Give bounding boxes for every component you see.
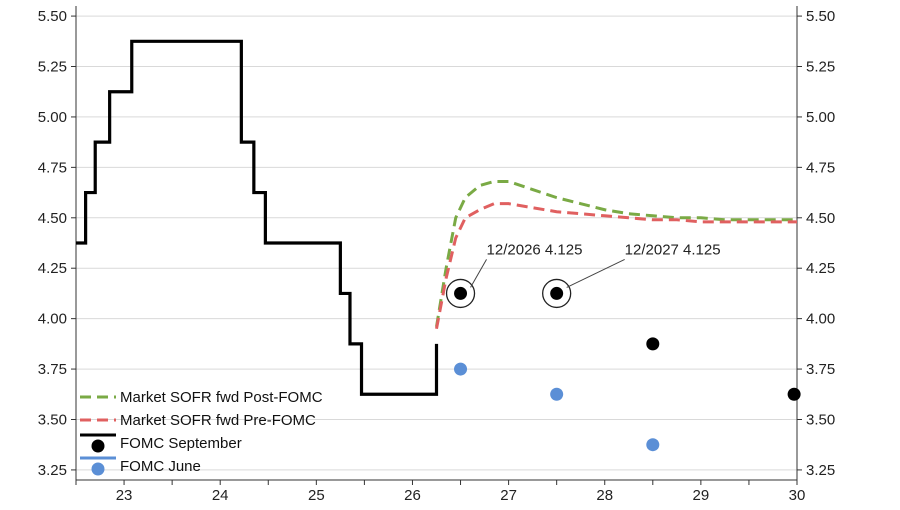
y-tick-label: 5.00 [38, 109, 67, 126]
annotation-ring [542, 278, 572, 309]
gridlines [76, 15, 797, 471]
x-tick-label: 26 [404, 487, 421, 504]
dot-fomc-september [787, 387, 801, 401]
dot-fomc-june [454, 362, 468, 376]
y-tick-label: 4.00 [806, 311, 835, 328]
dots-group [454, 286, 801, 452]
y-tick-label: 3.50 [806, 411, 835, 428]
y-tick-label: 5.50 [38, 8, 67, 25]
y-tick-label: 4.00 [38, 311, 67, 328]
right-y-ticks: 5.50 5.25 5.00 4.75 4.50 4.25 4.00 3.75 3.50 3.25 [797, 8, 835, 479]
y-tick-label: 4.50 [38, 210, 67, 227]
annotation-leader [470, 259, 487, 288]
dot-fomc-september [454, 286, 468, 300]
y-tick-label: 5.50 [806, 8, 835, 25]
y-tick-label: 5.00 [806, 109, 835, 126]
annotation-leader [566, 258, 625, 288]
y-tick-label: 4.75 [806, 159, 835, 176]
legend-label-fomc-june: FOMC June [120, 458, 201, 475]
annotations-group: 12/2026 4.125 12/2027 4.125 [445, 241, 721, 309]
x-tick-label: 28 [596, 487, 613, 504]
legend-marker-fomc-june [91, 462, 105, 476]
x-tick-label: 24 [212, 487, 229, 504]
y-tick-label: 3.75 [806, 361, 835, 378]
dot-fomc-september [646, 337, 660, 351]
x-tick-label: 29 [693, 487, 710, 504]
y-tick-label: 5.25 [806, 59, 835, 76]
legend-label-market-sofr-fwd-post-fomc: Market SOFR fwd Post-FOMC [120, 389, 323, 406]
left-y-ticks: 5.50 5.25 5.00 4.75 4.50 4.25 4.00 3.75 3.50 3.25 [38, 8, 76, 479]
legend: Market SOFR fwd Post-FOMC Market SOFR fwd… [80, 389, 323, 476]
legend-label-market-sofr-fwd-pre-fomc: Market SOFR fwd Pre-FOMC [120, 412, 316, 429]
legend-marker-fomc-september [91, 439, 105, 453]
x-tick-label: 27 [500, 487, 517, 504]
y-tick-label: 4.25 [38, 260, 67, 277]
y-tick-label: 3.50 [38, 411, 67, 428]
y-tick-label: 3.75 [38, 361, 67, 378]
legend-label-fomc-september: FOMC September [120, 435, 242, 452]
annotation-label: 12/2027 4.125 [625, 241, 721, 258]
x-ticks: 23 24 25 26 27 28 29 30 [75, 480, 806, 504]
x-tick-label: 30 [789, 487, 806, 504]
series-line-fomc-september [76, 39, 439, 396]
y-tick-label: 4.25 [806, 260, 835, 277]
series-line-market-sofr-fwd-pre-fomc [435, 202, 797, 330]
annotation-ring [445, 278, 476, 309]
series-line-market-sofr-fwd-post-fomc [435, 179, 797, 327]
x-tick-label: 23 [116, 487, 133, 504]
dot-fomc-september [550, 286, 564, 300]
y-tick-label: 4.75 [38, 159, 67, 176]
x-tick-label: 25 [308, 487, 325, 504]
y-tick-label: 3.25 [806, 462, 835, 479]
annotation-label: 12/2026 4.125 [487, 241, 583, 258]
y-tick-label: 4.50 [806, 210, 835, 227]
series-group [76, 39, 797, 396]
dot-fomc-june [550, 387, 564, 401]
y-tick-label: 5.25 [38, 59, 67, 76]
dot-fomc-june [646, 438, 660, 452]
y-tick-label: 3.25 [38, 462, 67, 479]
